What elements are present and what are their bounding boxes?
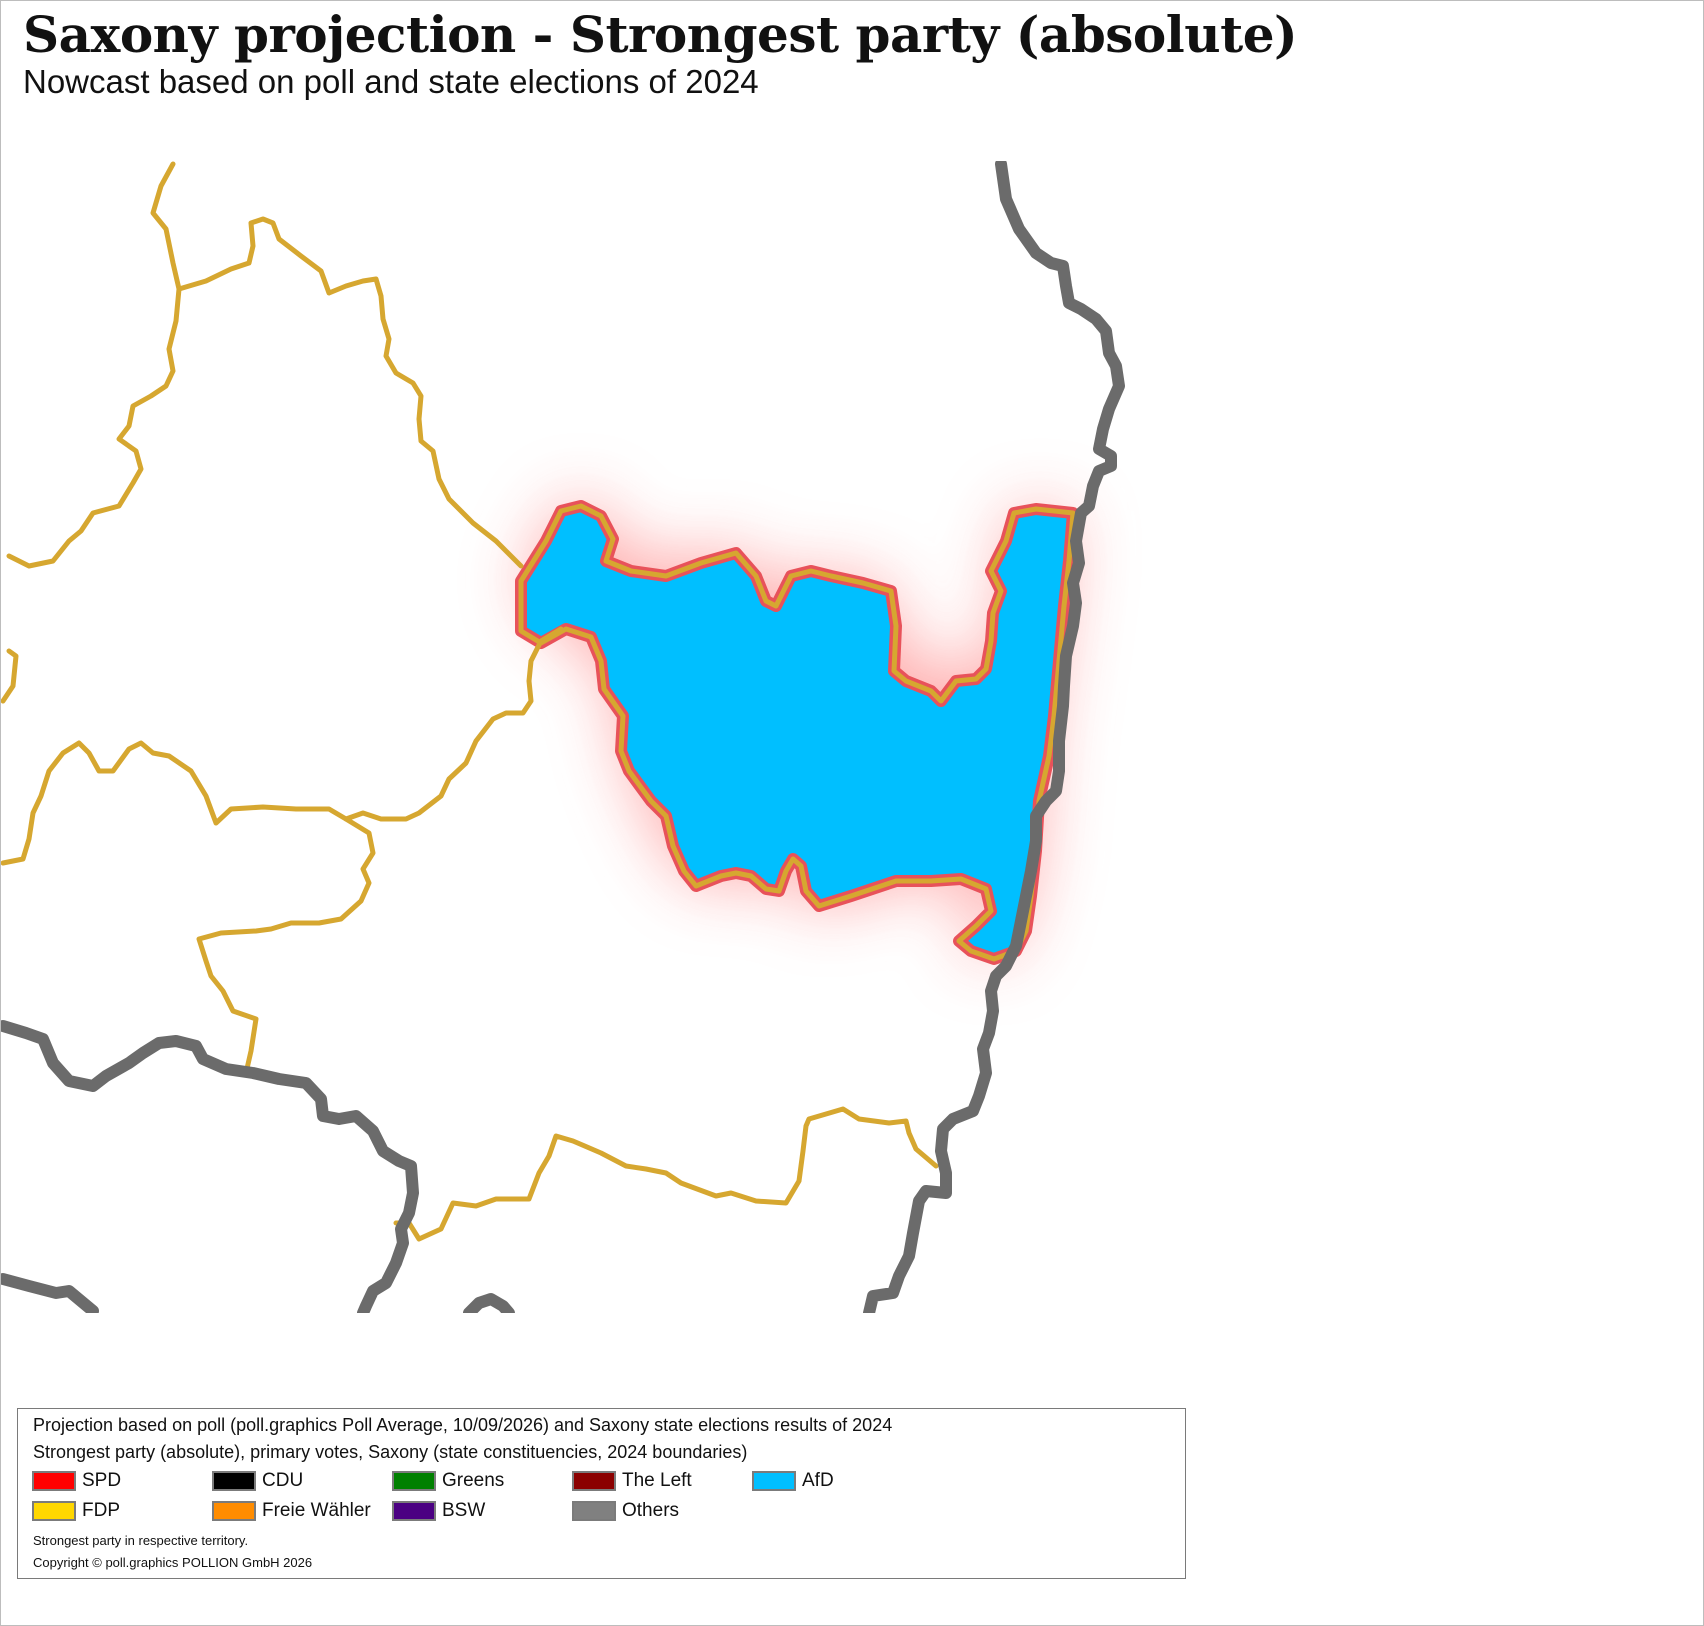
legend-swatch-spd [32,1471,76,1491]
legend-swatch-afd [752,1471,796,1491]
legend-swatch-fdp [32,1501,76,1521]
legend-label: The Left [622,1470,692,1491]
legend-swatch-others [572,1501,616,1521]
legend-swatch-freie-waehler [212,1501,256,1521]
copyright: Copyright © poll.graphics POLLION GmbH 2… [33,1555,313,1570]
legend-swatch-bsw [392,1501,436,1521]
constituency-borders [1,161,939,1242]
legend-label: FDP [82,1500,120,1521]
page-subtitle: Nowcast based on poll and state election… [23,63,759,100]
legend-label: AfD [802,1470,834,1491]
legend-note: Strongest party in respective territory. [33,1533,249,1548]
legend-label: Freie Wähler [262,1500,371,1521]
legend-source: Projection based on poll (poll.graphics … [33,1415,893,1435]
legend-label: Greens [442,1470,505,1491]
legend-item-freie-waehler: Freie Wähler [212,1499,371,1523]
legend-item-bsw: BSW [392,1499,485,1523]
legend-item-others: Others [572,1499,679,1523]
legend: Projection based on poll (poll.graphics … [17,1408,1186,1579]
legend-item-greens: Greens [392,1469,504,1493]
page-title: Saxony projection - Strongest party (abs… [23,5,1298,64]
legend-label: CDU [262,1470,304,1491]
legend-item-afd: AfD [752,1469,834,1493]
legend-item-fdp: FDP [32,1499,120,1523]
legend-item-the-left: The Left [572,1469,692,1493]
legend-swatch-greens [392,1471,436,1491]
legend-label: Others [622,1500,680,1521]
legend-swatch-the-left [572,1471,616,1491]
legend-label: BSW [442,1500,486,1521]
constituency-map [1,161,1125,1313]
state-borders [1,161,1125,1313]
legend-description: Strongest party (absolute), primary vote… [33,1442,748,1462]
legend-item-spd: SPD [32,1469,121,1493]
legend-swatch-cdu [212,1471,256,1491]
afd-constituency-border [518,503,1076,962]
legend-item-cdu: CDU [212,1469,303,1493]
legend-label: SPD [82,1470,122,1491]
